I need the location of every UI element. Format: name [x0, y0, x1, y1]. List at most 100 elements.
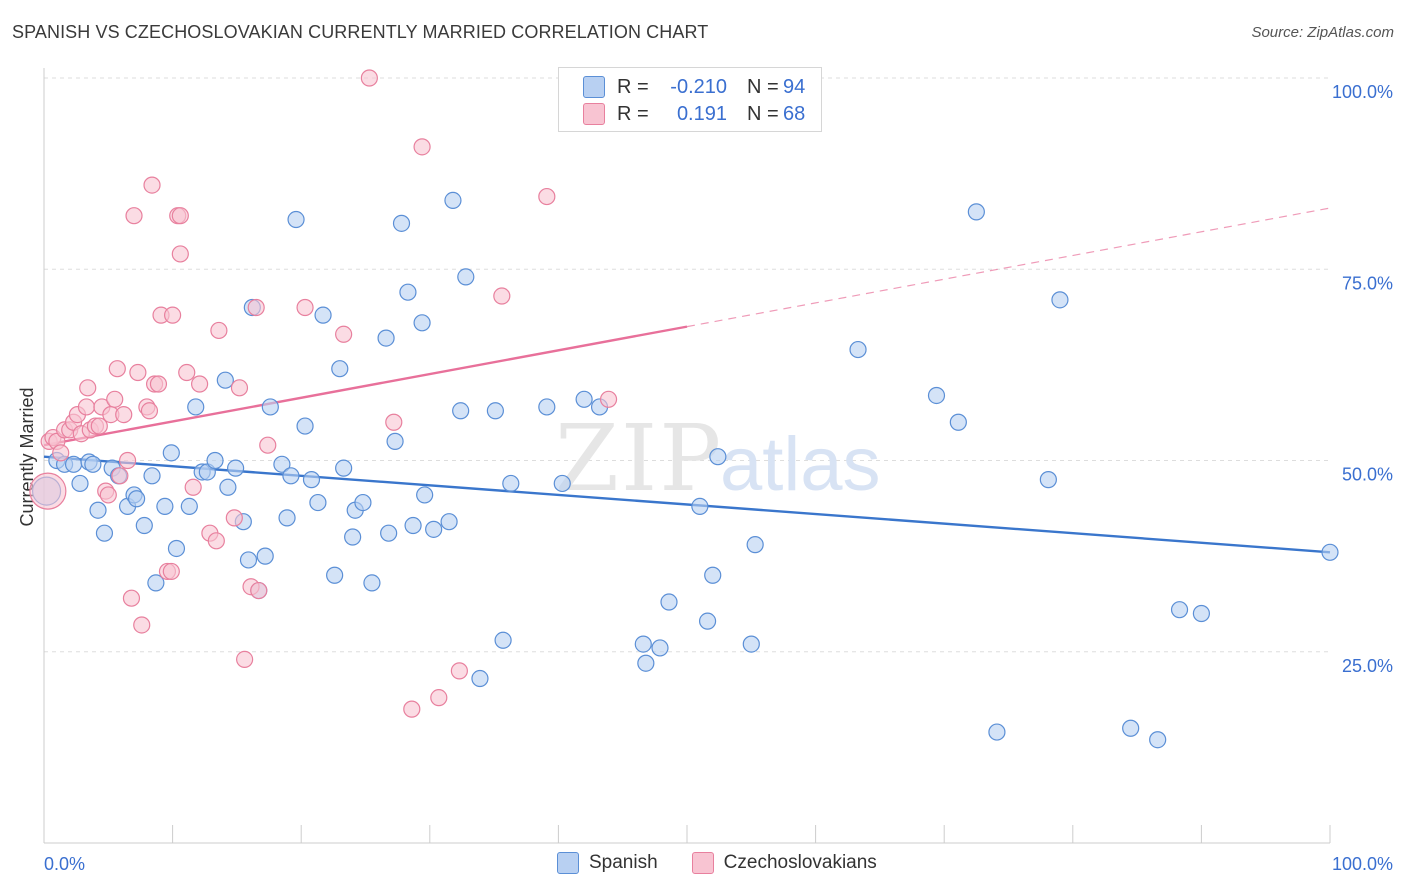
spanish-point [95, 524, 114, 542]
czech-point [207, 532, 225, 550]
czech-point [210, 321, 228, 340]
czech-swatch [691, 852, 714, 874]
spanish-point [261, 398, 279, 416]
czech-point [250, 581, 268, 600]
y-axis-label: Currently Married [17, 387, 37, 526]
n-label: N = [747, 102, 779, 125]
spanish-point [660, 593, 678, 611]
spanish-point [143, 467, 161, 485]
y-tick-labels: 100.0% 75.0% 50.0% 25.0% [1332, 82, 1393, 676]
czech-point [230, 379, 249, 397]
spanish-point [135, 516, 153, 535]
spanish-point [404, 516, 422, 535]
czech-point [430, 689, 448, 707]
spanish-point [967, 203, 985, 221]
spanish-point [637, 654, 655, 672]
czech-trend-line [43, 325, 688, 447]
spanish-point [457, 268, 475, 286]
spanish-point [380, 524, 398, 542]
czech-point [111, 467, 129, 485]
legend-label-czech: Czechoslovakians [723, 852, 877, 873]
spanish-point [147, 574, 165, 592]
spanish-point [1039, 471, 1057, 489]
spanish-point [239, 551, 258, 569]
czech-point [140, 402, 159, 420]
n-value: 68 [783, 102, 806, 125]
spanish-point [167, 539, 186, 558]
czech-point [236, 650, 254, 669]
spanish-point [386, 432, 404, 450]
chart-title: SPANISH VS CZECHOSLOVAKIAN CURRENTLY MAR… [12, 22, 709, 42]
czech-point [403, 700, 421, 718]
spanish-point [416, 486, 434, 504]
spanish-point [302, 471, 321, 489]
y-tick-label: 75.0% [1342, 273, 1393, 293]
spanish-point [326, 566, 344, 584]
spanish-point [1051, 291, 1069, 309]
czech-point [493, 287, 511, 305]
czech-point [360, 69, 378, 87]
czech-point [90, 417, 108, 435]
y-tick-label: 100.0% [1332, 82, 1393, 102]
x-tick-label: 0.0% [44, 854, 85, 874]
spanish-point [278, 509, 296, 527]
czech-point [164, 306, 182, 324]
czech-point [191, 375, 209, 393]
spanish-trend-line [43, 455, 1331, 554]
czech-point [115, 406, 133, 424]
y-tick-label: 50.0% [1342, 465, 1393, 485]
spanish-point [344, 528, 362, 546]
czech-trend-extension [686, 207, 1331, 328]
spanish-point [988, 723, 1006, 741]
x-tick-labels: 0.0% 100.0% [44, 854, 1393, 874]
spanish-point [452, 402, 470, 420]
spanish-point [949, 413, 967, 431]
spanish-point [486, 402, 504, 420]
legend-row-spanish: R = -0.210 N = 94 [583, 75, 805, 99]
spanish-point [651, 639, 669, 657]
czech-point [52, 444, 70, 462]
spanish-point [89, 501, 107, 519]
regression-lines [43, 207, 1331, 554]
r-label: R = [617, 75, 649, 98]
spanish-point [127, 490, 146, 508]
czech-point [385, 413, 403, 431]
spanish-point [471, 669, 489, 688]
spanish-point [575, 390, 593, 408]
czech-point [118, 451, 137, 470]
spanish-point [746, 536, 764, 554]
spanish-point [399, 283, 417, 301]
spanish-point [354, 493, 372, 512]
watermark-zip: ZIP [555, 405, 723, 512]
spanish-point [742, 635, 760, 653]
spanish-point [709, 448, 727, 466]
spanish-swatch [557, 852, 579, 874]
series-points [29, 69, 1339, 749]
series-legend: Spanish Czechoslovakians [557, 852, 911, 874]
czech-point [143, 176, 161, 194]
y-tick-label: 25.0% [1342, 656, 1393, 676]
czech-point [106, 390, 124, 408]
czech-point [149, 375, 168, 393]
spanish-point [219, 478, 237, 496]
czech-point [29, 472, 67, 510]
czech-point [171, 207, 189, 225]
spanish-point [227, 459, 245, 477]
spanish-point [1170, 601, 1189, 619]
spanish-point [444, 191, 462, 209]
spanish-point [187, 398, 205, 416]
spanish-point [314, 306, 332, 324]
stats-legend: R = -0.210 N = 94 R = 0.191 N = 68 [558, 67, 822, 132]
spanish-point [502, 474, 520, 493]
spanish-point [84, 455, 102, 473]
x-tick-label: 100.0% [1332, 854, 1393, 874]
czech-point [335, 325, 353, 343]
spanish-point [216, 371, 234, 389]
spanish-point [256, 547, 274, 565]
legend-label-spanish: Spanish [589, 852, 658, 873]
spanish-point [440, 513, 458, 531]
czech-point [99, 486, 117, 504]
czech-point [247, 298, 265, 317]
spanish-swatch [583, 76, 605, 98]
spanish-point [377, 329, 395, 347]
